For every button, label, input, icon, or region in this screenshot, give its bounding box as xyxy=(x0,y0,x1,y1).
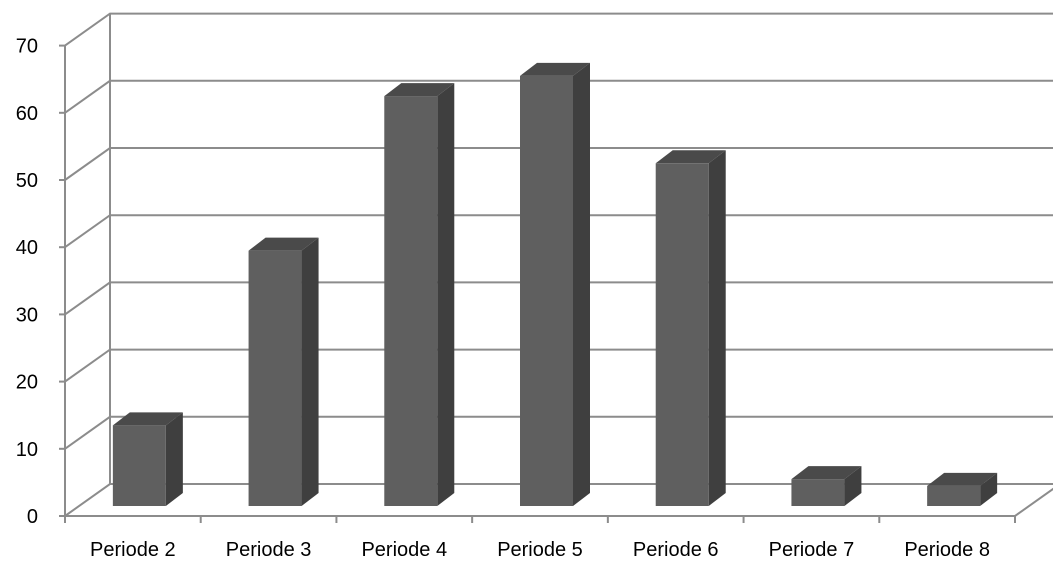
x-tick-label: Periode 2 xyxy=(90,539,176,561)
bar-periode-8 xyxy=(927,472,998,506)
bar-side xyxy=(573,62,590,507)
bar-top xyxy=(791,466,862,480)
bar-front xyxy=(655,163,709,506)
bar-top xyxy=(112,412,183,426)
x-tick-label: Periode 8 xyxy=(904,539,990,561)
x-tick-label: Periode 4 xyxy=(361,539,447,561)
bars xyxy=(112,62,998,507)
bar-top xyxy=(384,83,455,97)
bar-side xyxy=(980,472,998,506)
y-tick-label: 0 xyxy=(27,506,38,528)
bar-front xyxy=(112,425,166,506)
x-tick-label: Periode 7 xyxy=(769,539,855,561)
y-tick-label: 40 xyxy=(16,237,38,259)
bar-periode-2 xyxy=(112,412,183,506)
x-tick-label: Periode 5 xyxy=(497,539,583,561)
bar-top xyxy=(248,237,319,251)
bar-periode-6 xyxy=(655,150,726,506)
axes xyxy=(59,13,1053,523)
y-tick-label: 20 xyxy=(16,372,38,394)
floor-right-edge xyxy=(1014,487,1053,517)
y-tick-label: 50 xyxy=(16,170,38,192)
bar-side xyxy=(301,237,319,506)
y-tick-label: 30 xyxy=(16,304,38,326)
bar-periode-7 xyxy=(791,466,862,506)
bar-side xyxy=(844,466,862,506)
bar-top xyxy=(655,150,726,164)
y-tick-labels: 0 10 20 30 40 50 60 70 xyxy=(16,36,38,528)
bar-front xyxy=(248,250,302,506)
x-tick-label: Periode 3 xyxy=(226,539,312,561)
bar-side xyxy=(708,150,726,506)
y-tick-label: 60 xyxy=(16,103,38,125)
bar-front xyxy=(520,75,573,507)
bar-front xyxy=(927,485,981,506)
bar-side xyxy=(437,83,455,506)
bar-periode-4 xyxy=(384,83,455,506)
bar-top xyxy=(927,472,998,486)
bar-periode-5 xyxy=(520,62,590,507)
x-tick-label: Periode 6 xyxy=(633,539,719,561)
y-tick-label: 70 xyxy=(16,36,38,58)
bar-front xyxy=(791,479,845,506)
bar-front xyxy=(384,96,438,506)
y-tick-label: 10 xyxy=(16,439,38,461)
bar-side xyxy=(165,412,183,506)
gridline xyxy=(64,12,1053,47)
x-tick-labels: Periode 2 Periode 3 Periode 4 Periode 5 Peri… xyxy=(90,539,990,561)
bar-periode-3 xyxy=(248,237,319,506)
bar-top xyxy=(520,62,590,76)
